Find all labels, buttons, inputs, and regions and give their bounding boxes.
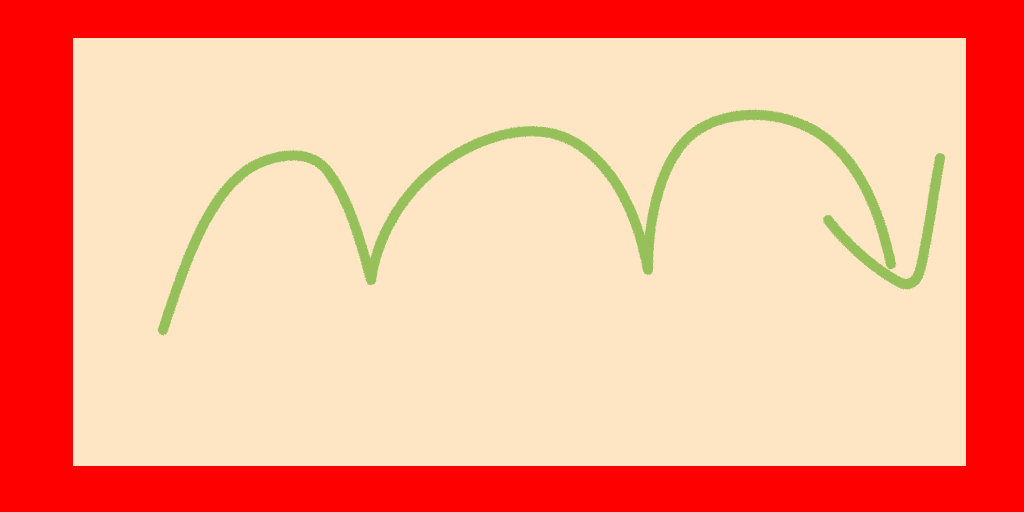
arrow-curve-path [158, 109, 896, 335]
arrowhead-path [823, 153, 945, 290]
cream-panel [73, 38, 966, 466]
